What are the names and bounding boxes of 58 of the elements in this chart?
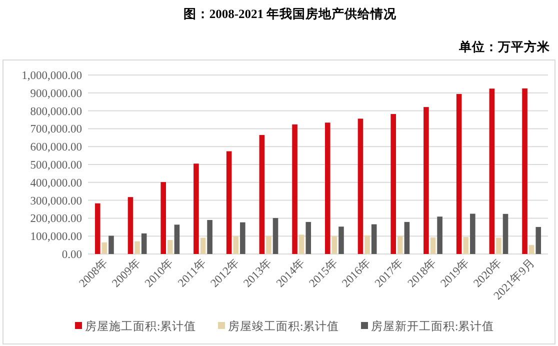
chart-subtitle: 单位：万平方米 xyxy=(458,39,551,54)
bar xyxy=(134,241,140,254)
y-tick-label: 600,000.00 xyxy=(30,142,82,154)
bar xyxy=(292,124,298,254)
bar xyxy=(489,88,495,254)
bar xyxy=(364,235,370,254)
y-tick-label: 400,000.00 xyxy=(30,177,82,190)
legend-label: 房屋施工面积:累计值 xyxy=(85,319,196,333)
bar xyxy=(94,203,100,254)
bar xyxy=(174,224,180,254)
bar xyxy=(470,214,476,254)
bar xyxy=(160,182,166,254)
bar xyxy=(390,114,396,254)
y-tick-label: 500,000.00 xyxy=(30,160,82,172)
bar xyxy=(167,240,173,254)
bar xyxy=(240,222,246,254)
bar xyxy=(463,236,469,254)
bar xyxy=(233,236,239,254)
bar xyxy=(528,245,534,254)
y-tick-label: 100,000.00 xyxy=(30,231,82,244)
bar xyxy=(324,122,330,254)
bar xyxy=(259,134,265,254)
bar xyxy=(456,94,462,254)
bar xyxy=(207,220,212,254)
bar xyxy=(108,236,114,254)
bar xyxy=(226,151,232,254)
bar xyxy=(502,214,508,254)
bar xyxy=(430,237,436,254)
y-tick-label: 900,000.00 xyxy=(30,88,82,100)
bar xyxy=(536,226,542,254)
bar xyxy=(128,197,134,254)
y-tick-label: 1,000,000.00 xyxy=(22,70,82,82)
bar xyxy=(298,234,304,254)
bar xyxy=(397,236,403,254)
bar xyxy=(306,222,312,254)
bar xyxy=(272,218,278,254)
bar xyxy=(338,226,344,254)
chart-title: 图：2008-2021 年我国房地产供给情况 xyxy=(183,6,398,21)
bar xyxy=(424,107,429,254)
y-tick-label: 300,000.00 xyxy=(30,195,82,208)
y-tick-label: 800,000.00 xyxy=(30,106,82,118)
bar xyxy=(200,238,206,254)
y-tick-label: 200,000.00 xyxy=(30,213,82,226)
y-tick-label: 0.00 xyxy=(62,249,82,261)
bar xyxy=(266,236,272,254)
bar xyxy=(141,233,147,254)
bar xyxy=(522,88,528,254)
legend-label: 房屋新开工面积:累计值 xyxy=(371,319,494,333)
y-tick-label: 700,000.00 xyxy=(30,124,82,136)
bar xyxy=(194,164,199,254)
bar xyxy=(371,224,377,254)
bar xyxy=(332,236,338,254)
bar xyxy=(496,238,502,254)
bar xyxy=(404,222,410,254)
legend-label: 房屋竣工面积:累计值 xyxy=(228,319,340,333)
bar xyxy=(102,242,108,254)
bar xyxy=(437,216,442,254)
bar xyxy=(358,118,364,254)
